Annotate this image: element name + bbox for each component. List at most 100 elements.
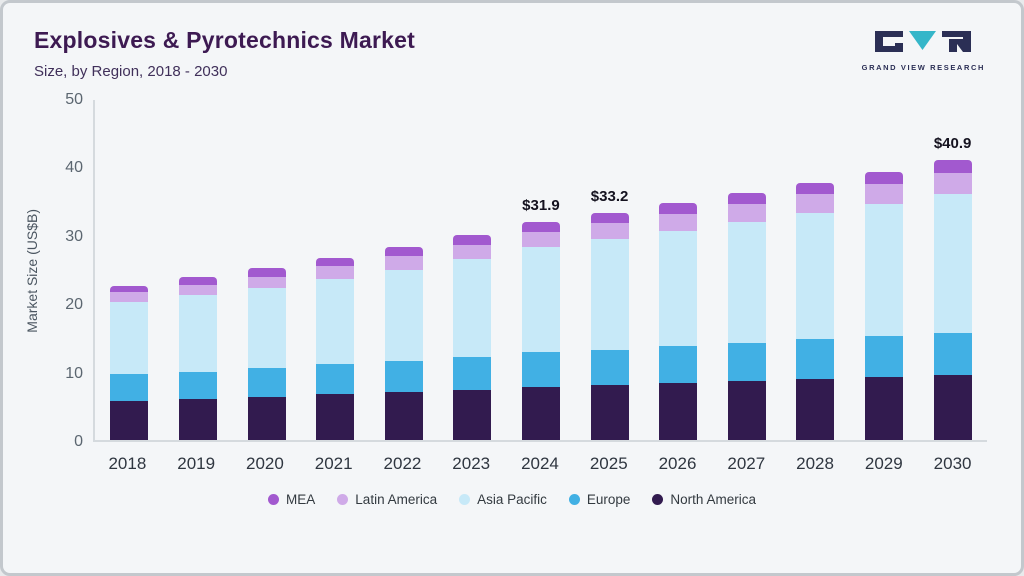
page-subtitle: Size, by Region, 2018 - 2030: [34, 63, 228, 80]
x-tick-label-2019: 2019: [177, 454, 216, 473]
segment-latin-america: [933, 172, 972, 194]
legend-label: Europe: [586, 492, 631, 507]
bar-2019: [164, 100, 233, 440]
segment-latin-america: [865, 184, 903, 205]
segment-latin-america: [110, 292, 149, 302]
x-tick-label-2022: 2022: [383, 454, 422, 473]
segment-europe: [178, 371, 217, 399]
segment-latin-america: [659, 214, 698, 231]
legend-item-mea: MEA: [268, 492, 315, 507]
bar-2029: [850, 100, 919, 440]
y-axis-title: Market Size (US$B): [24, 209, 40, 333]
bar-2030: $40.9: [918, 100, 987, 440]
header-titles: Explosives & Pyrotechnics Market Size, b…: [34, 27, 415, 80]
segment-mea: [933, 160, 972, 173]
segment-mea: [521, 221, 560, 233]
segment-asia-pacific: [384, 269, 423, 361]
segment-north-america: [110, 401, 149, 440]
legend-dot-icon: [268, 494, 280, 505]
segment-asia-pacific: [933, 193, 972, 333]
segment-asia-pacific: [865, 204, 903, 337]
plot-area: $31.9 $33.2 $40.9: [93, 100, 987, 442]
segment-mea: [796, 182, 835, 195]
segment-north-america: [178, 398, 217, 440]
y-tick-label: 40: [65, 159, 83, 177]
segment-asia-pacific: [796, 212, 835, 340]
y-tick-label: 50: [65, 91, 83, 108]
segment-asia-pacific: [727, 221, 766, 343]
legend-item-asia-pacific: Asia Pacific: [459, 492, 547, 507]
segment-mea: [659, 203, 698, 215]
segment-latin-america: [590, 223, 629, 239]
x-tick-label-2028: 2028: [796, 454, 834, 473]
segment-latin-america: [384, 256, 423, 270]
segment-mea: [316, 258, 355, 267]
segment-latin-america: [727, 204, 766, 222]
segment-north-america: [453, 390, 492, 440]
segment-asia-pacific: [178, 295, 217, 372]
bar-2025: $33.2: [575, 100, 644, 440]
segment-mea: [178, 277, 217, 285]
legend-label: Latin America: [355, 492, 438, 507]
bar-2024: $31.9: [507, 100, 576, 440]
plot-column: $31.9 $33.2 $40.9 2018 2019 2020 2021 2022 2023…: [93, 100, 987, 474]
x-axis-labels: 2018 2019 2020 2021 2022 2023 2024 2025 2026 2027…: [93, 454, 987, 474]
x-tick-label-2021: 2021: [314, 454, 353, 473]
segment-latin-america: [316, 266, 355, 279]
y-axis: 0 10 20 30 40 50: [47, 91, 93, 450]
segment-north-america: [796, 379, 835, 440]
segment-mea: [453, 234, 492, 246]
segment-europe: [453, 356, 492, 391]
x-tick-label-2018: 2018: [108, 454, 147, 473]
segment-europe: [865, 336, 903, 378]
gvr-logo-text: GRAND VIEW RESEARCH: [861, 63, 985, 72]
segment-europe: [590, 349, 629, 386]
segment-asia-pacific: [521, 247, 560, 353]
x-tick-label-2025: 2025: [589, 454, 628, 473]
value-label-2025: $33.2: [590, 187, 629, 205]
segment-mea: [384, 247, 423, 257]
segment-asia-pacific: [590, 238, 629, 350]
legend-label: Asia Pacific: [477, 492, 547, 507]
legend-item-europe: Europe: [568, 492, 631, 507]
bar-2027: [712, 100, 781, 440]
segment-north-america: [247, 396, 286, 440]
x-tick-label-2026: 2026: [658, 454, 697, 473]
segment-asia-pacific: [659, 230, 698, 347]
segment-asia-pacific: [453, 259, 492, 357]
bar-2022: [369, 100, 438, 440]
segment-latin-america: [521, 232, 560, 248]
segment-north-america: [521, 387, 560, 440]
legend-item-latin-america: Latin America: [337, 492, 437, 507]
segment-latin-america: [796, 194, 835, 213]
segment-north-america: [316, 394, 355, 440]
segment-latin-america: [178, 284, 217, 296]
segment-north-america: [865, 377, 903, 440]
bar-2026: [644, 100, 713, 440]
x-tick-label-2023: 2023: [452, 454, 491, 473]
x-tick-label-2024: 2024: [521, 454, 559, 473]
legend-label: North America: [670, 492, 756, 507]
segment-asia-pacific: [110, 301, 149, 375]
segment-mea: [727, 193, 766, 205]
segment-mea: [110, 286, 149, 293]
bars-container: $31.9 $33.2 $40.9: [95, 100, 987, 440]
segment-europe: [247, 368, 286, 397]
x-tick-label-2027: 2027: [727, 454, 766, 473]
y-tick-label: 0: [74, 433, 83, 450]
segment-north-america: [590, 385, 629, 440]
bar-2020: [232, 100, 301, 440]
legend-dot-icon: [568, 494, 580, 505]
segment-north-america: [659, 383, 698, 440]
segment-north-america: [933, 375, 972, 440]
segment-north-america: [727, 381, 766, 440]
segment-europe: [316, 364, 355, 395]
segment-latin-america: [247, 276, 286, 288]
legend-dot-icon: [459, 494, 471, 505]
segment-europe: [659, 346, 698, 384]
chart-legend: MEA Latin America Asia Pacific Europe North …: [3, 492, 1021, 507]
segment-europe: [521, 352, 560, 388]
header: Explosives & Pyrotechnics Market Size, b…: [3, 3, 1021, 80]
value-label-2024: $31.9: [522, 196, 560, 214]
